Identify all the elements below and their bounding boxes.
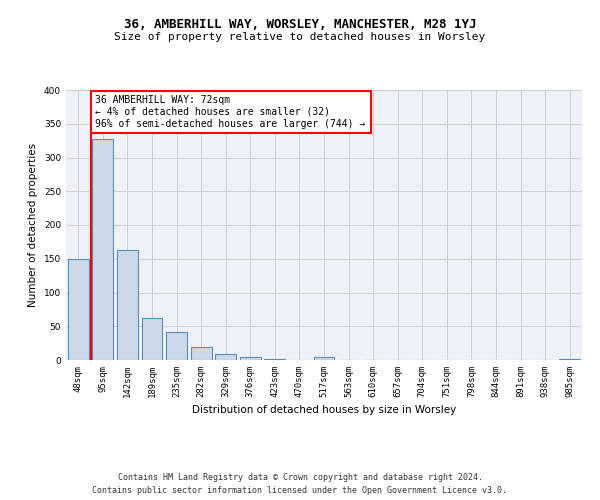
Bar — [92, 140, 113, 360]
Text: Size of property relative to detached houses in Worsley: Size of property relative to detached ho… — [115, 32, 485, 42]
Text: 36, AMBERHILL WAY, WORSLEY, MANCHESTER, M28 1YJ: 36, AMBERHILL WAY, WORSLEY, MANCHESTER, … — [124, 18, 476, 30]
Bar — [265, 358, 286, 360]
Bar — [240, 358, 261, 360]
Bar — [142, 318, 163, 360]
Text: 36 AMBERHILL WAY: 72sqm
← 4% of detached houses are smaller (32)
96% of semi-det: 36 AMBERHILL WAY: 72sqm ← 4% of detached… — [95, 96, 366, 128]
Bar — [314, 358, 334, 360]
Bar — [191, 346, 212, 360]
Bar — [166, 332, 187, 360]
Y-axis label: Number of detached properties: Number of detached properties — [28, 143, 38, 307]
Text: Contains HM Land Registry data © Crown copyright and database right 2024.
Contai: Contains HM Land Registry data © Crown c… — [92, 473, 508, 495]
Bar — [559, 358, 580, 360]
X-axis label: Distribution of detached houses by size in Worsley: Distribution of detached houses by size … — [192, 406, 456, 415]
Bar — [117, 250, 138, 360]
Bar — [68, 259, 89, 360]
Bar — [215, 354, 236, 360]
